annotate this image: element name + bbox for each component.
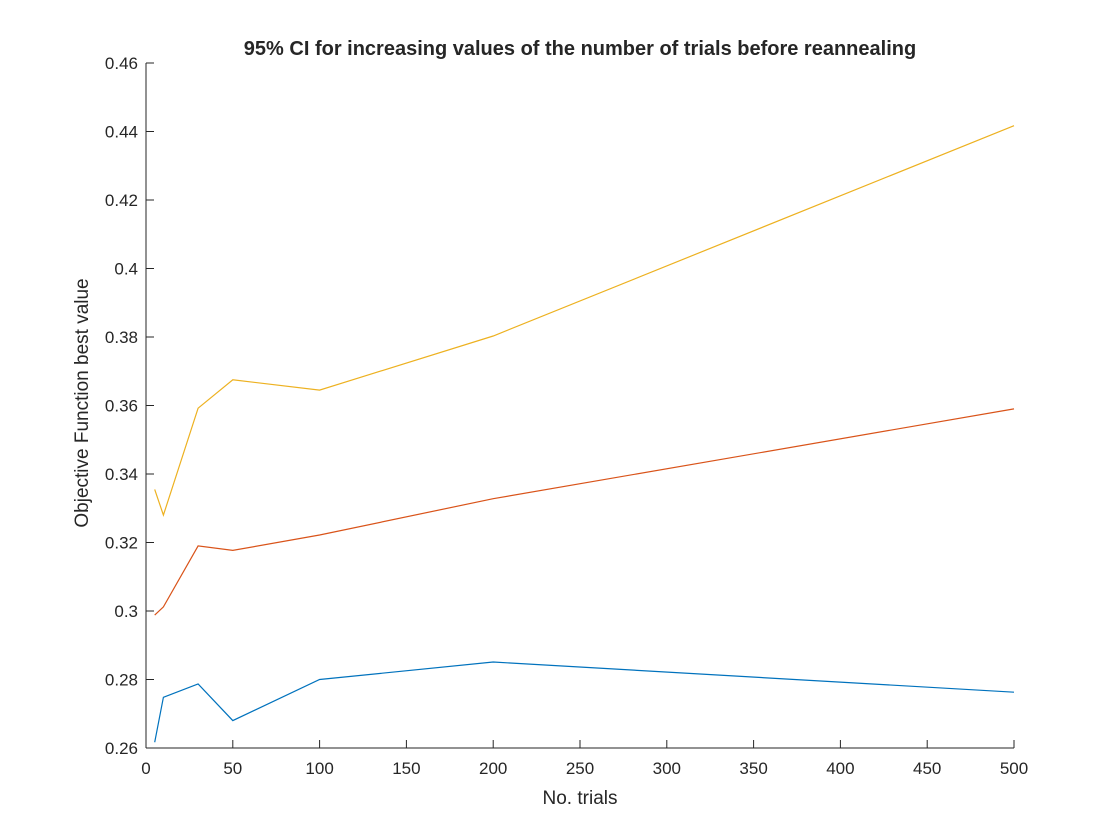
series-line-2 [154,408,1015,616]
x-tick-label: 50 [223,759,242,778]
x-axis-label: No. trials [543,788,618,809]
x-tick-label: 200 [479,759,507,778]
y-tick-label: 0.36 [105,397,138,416]
x-tick-label: 150 [392,759,420,778]
y-tick-label: 0.28 [105,671,138,690]
x-tick-label: 0 [141,759,150,778]
x-tick-label: 350 [739,759,767,778]
y-tick-label: 0.32 [105,534,138,553]
y-axis: 0.26 0.28 0.3 0.32 0.34 0.36 0.38 0.4 0.42 0.44 0.… [105,54,154,758]
x-tick-label: 450 [913,759,941,778]
y-tick-label: 0.44 [105,123,138,142]
x-tick-label: 100 [305,759,333,778]
y-tick-label: 0.38 [105,328,138,347]
x-tick-label: 500 [1000,759,1028,778]
y-axis-label: Objective Function best value [72,278,93,527]
y-tick-label: 0.42 [105,191,138,210]
x-tick-label: 400 [826,759,854,778]
y-tick-label: 0.26 [105,739,138,758]
series-lines [154,125,1015,743]
y-tick-label: 0.34 [105,465,138,484]
y-tick-label: 0.46 [105,54,138,73]
x-tick-label: 250 [566,759,594,778]
x-axis: 0 50 100 150 200 250 300 350 400 450 500 [141,740,1028,778]
y-tick-label: 0.4 [114,260,138,279]
series-line-1 [154,661,1015,743]
x-tick-label: 300 [653,759,681,778]
series-line-3 [154,125,1015,518]
y-tick-label: 0.3 [114,602,138,621]
chart-title: 95% CI for increasing values of the numb… [244,38,916,60]
plot-area [145,63,1014,749]
